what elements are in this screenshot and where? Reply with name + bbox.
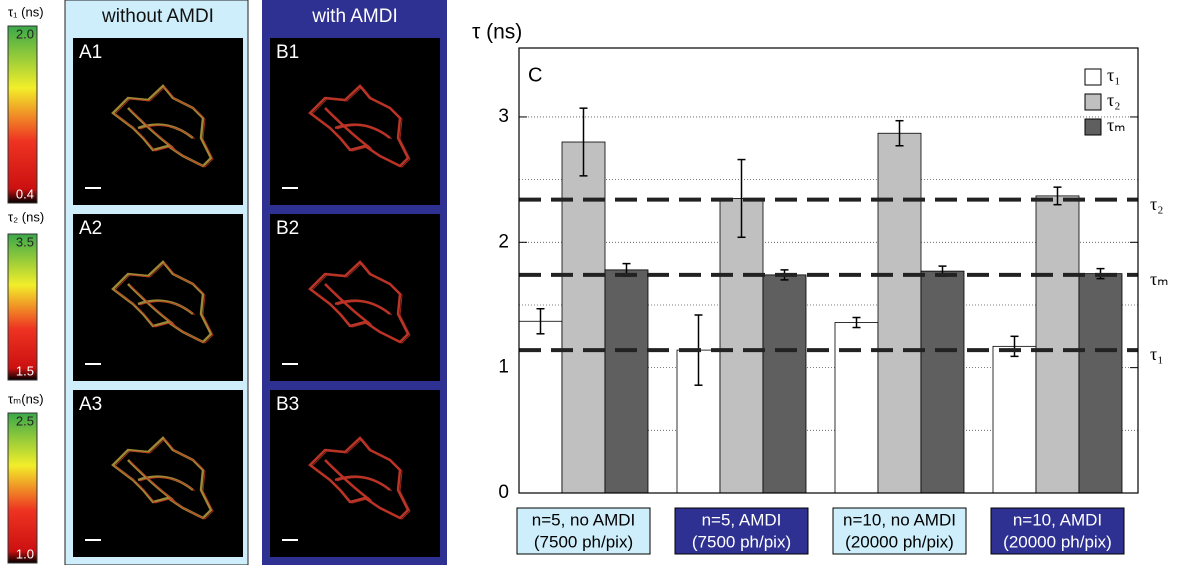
y-tick-label: 2: [498, 231, 509, 252]
colorbar-max: 2.0: [16, 26, 34, 41]
image-label: B3: [276, 394, 299, 415]
bar: [763, 275, 806, 493]
legend-swatch: [1085, 94, 1101, 110]
legend-label: τ₂: [1107, 90, 1121, 110]
image-label: A1: [79, 42, 102, 63]
bar: [1079, 274, 1122, 493]
x-tick-note: (7500 ph/pix): [534, 532, 633, 551]
y-axis-label: τ (ns): [472, 21, 522, 44]
bar: [878, 133, 921, 493]
reference-label: τₘ: [1150, 269, 1168, 289]
microscopy-image: [270, 38, 440, 205]
bar: [993, 346, 1036, 493]
legend-label: τ₁: [1107, 65, 1121, 85]
x-tick-label: n=5, AMDI: [702, 510, 782, 529]
bar: [921, 271, 964, 493]
y-tick-label: 0: [498, 482, 509, 503]
legend-swatch: [1085, 119, 1101, 135]
colorbar-max: 2.5: [16, 413, 34, 428]
colorbar-min: 1.5: [16, 363, 34, 378]
colorbar-max: 3.5: [16, 234, 34, 249]
image-label: A3: [79, 394, 102, 415]
panel-title: with AMDI: [311, 6, 398, 27]
x-tick-note: (20000 ph/pix): [1003, 532, 1112, 551]
y-tick-label: 3: [498, 106, 509, 127]
bar: [720, 198, 763, 493]
reference-label: τ₁: [1150, 344, 1164, 364]
x-tick-label: n=10, no AMDI: [843, 510, 956, 529]
colorbar: [8, 26, 37, 203]
colorbar: [8, 234, 37, 380]
bar: [1036, 196, 1079, 493]
legend-label: τₘ: [1107, 115, 1125, 135]
x-tick-note: (7500 ph/pix): [692, 532, 791, 551]
image-label: B2: [276, 218, 299, 239]
x-tick-note: (20000 ph/pix): [845, 532, 954, 551]
panel-title: without AMDI: [101, 6, 214, 27]
microscopy-image: [73, 390, 243, 557]
bar: [562, 142, 605, 493]
image-label: A2: [79, 218, 102, 239]
bar: [519, 321, 562, 493]
microscopy-image: [270, 214, 440, 381]
image-label: B1: [276, 42, 299, 63]
colorbar: [8, 413, 37, 563]
colorbar-label: τₘ(ns): [8, 391, 44, 406]
microscopy-image: [270, 390, 440, 557]
panel-label: C: [528, 64, 542, 86]
microscopy-image: [73, 38, 243, 205]
bar: [835, 323, 878, 493]
colorbar-min: 0.4: [16, 186, 34, 201]
colorbar-label: τ₁ (ns): [8, 4, 44, 19]
x-tick-label: n=10, AMDI: [1013, 510, 1102, 529]
microscopy-image: [73, 214, 243, 381]
figure: τ₁ (ns) 2.0 0.4 τ₂ (ns) 3.5 1.5 τₘ(ns) 2.5 1.0 wi…: [0, 0, 1179, 565]
colorbar-label: τ₂ (ns): [8, 209, 44, 224]
x-tick-label: n=5, no AMDI: [532, 510, 635, 529]
legend-swatch: [1085, 69, 1101, 85]
reference-label: τ₂: [1150, 194, 1164, 214]
y-tick-label: 1: [498, 357, 509, 378]
colorbar-min: 1.0: [16, 546, 34, 561]
bar: [605, 270, 648, 493]
